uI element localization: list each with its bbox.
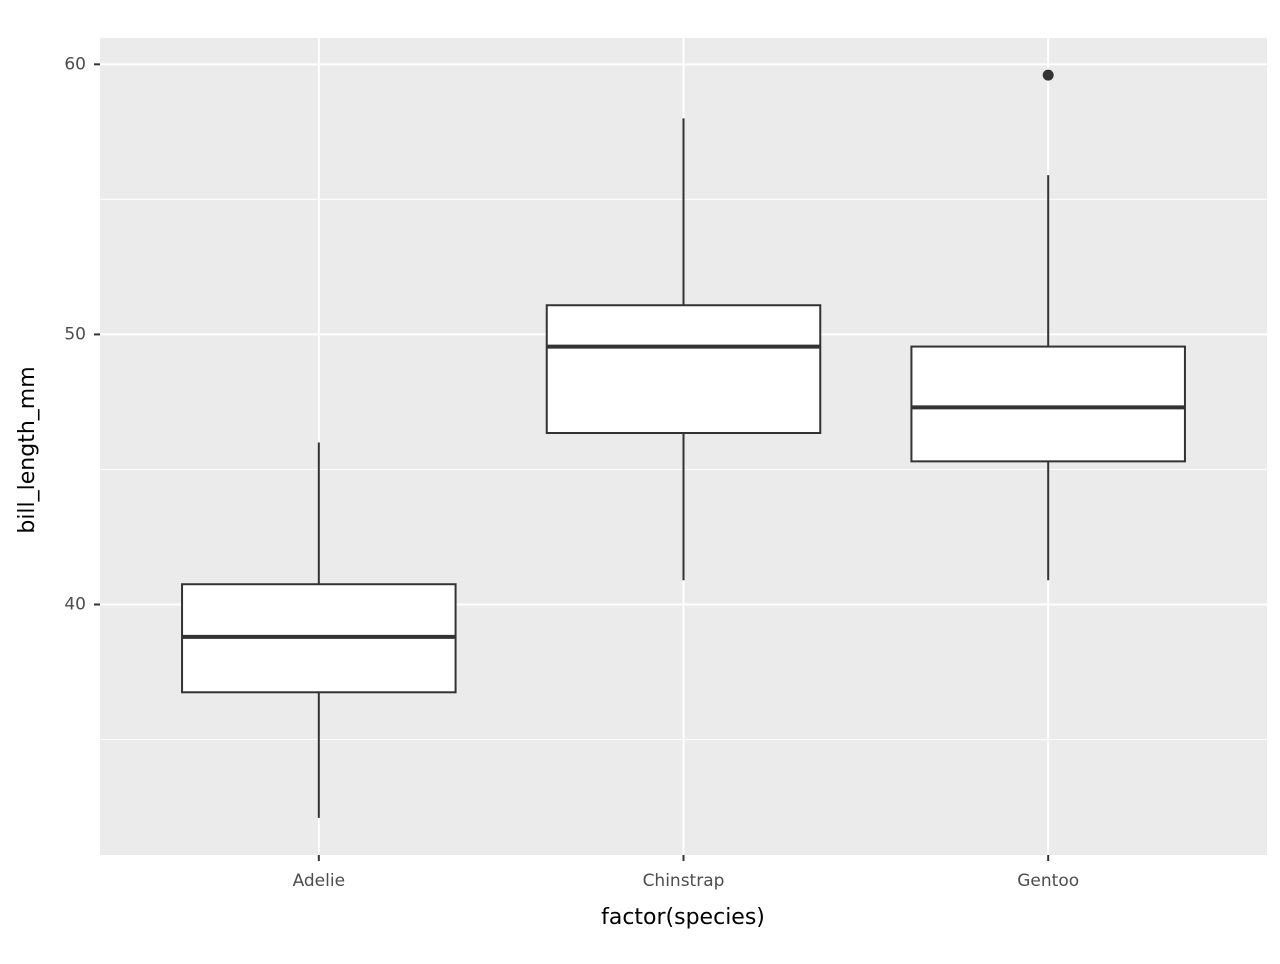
x-tick-label: Adelie xyxy=(293,871,346,891)
y-tick-label: 50 xyxy=(64,324,86,344)
box xyxy=(545,304,822,434)
x-tick-label: Chinstrap xyxy=(643,871,725,891)
x-axis-title: factor(species) xyxy=(601,905,765,930)
y-axis-title: bill_length_mm xyxy=(15,366,40,533)
x-tick-label: Gentoo xyxy=(1017,871,1079,891)
y-tick-label: 40 xyxy=(64,594,86,614)
outlier xyxy=(1042,69,1054,81)
y-tick-label: 60 xyxy=(64,54,86,74)
box xyxy=(910,345,1186,463)
